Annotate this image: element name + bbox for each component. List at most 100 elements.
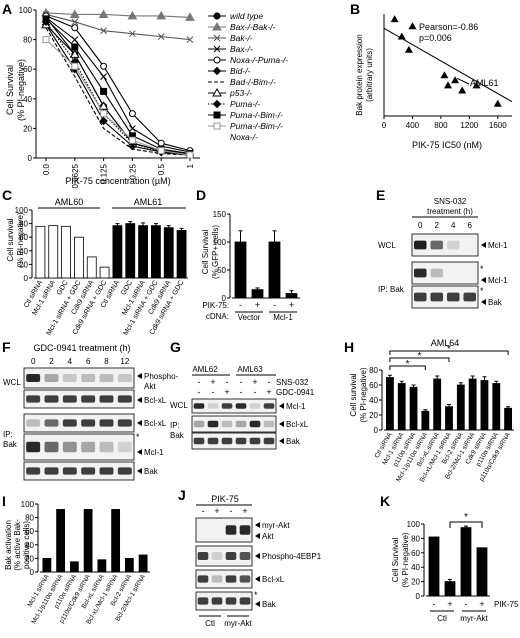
panel-k-sign: + xyxy=(447,599,452,609)
panel-a-marker xyxy=(71,36,79,43)
panel-c-bar xyxy=(176,229,187,279)
panel-a-series-line xyxy=(45,12,191,18)
panel-f-time: 8 xyxy=(104,357,109,366)
panel-g-sign-row1: - xyxy=(198,377,201,387)
panel-a-legend-label: Puma-/-Bim-/- xyxy=(230,110,283,120)
panel-a-xlabel: PIK-75 concentration (µM) xyxy=(65,176,170,186)
panel-f-band xyxy=(62,374,77,382)
panel-g-band xyxy=(193,420,205,428)
panel-f-blot-frame xyxy=(23,389,135,409)
panel-e-arrow-icon xyxy=(481,277,486,283)
panel-f-band xyxy=(117,467,132,475)
panel-h-bar xyxy=(456,384,465,431)
panel-f-star: * xyxy=(136,432,140,442)
panel-f-blot-frame xyxy=(23,413,135,433)
panel-g-band xyxy=(193,403,205,409)
panel-b-point xyxy=(493,99,502,107)
panel-g-band xyxy=(235,420,247,428)
panel-g-band xyxy=(263,437,275,445)
panel-g-blot-frame xyxy=(191,415,277,433)
panel-c-bar xyxy=(138,225,148,279)
panel-f-band xyxy=(44,419,59,427)
panel-f-letter: F xyxy=(2,339,11,355)
panel-i-ylabel2: (% active Bak- xyxy=(13,519,22,571)
panel-f-band xyxy=(62,419,77,427)
panel-a-marker xyxy=(185,12,195,21)
panel-k-y-tick-label: 80 xyxy=(411,534,420,543)
panel-b-xlabel: PIK-75 IC50 (nM) xyxy=(412,140,482,150)
panel-a-plot xyxy=(41,7,195,160)
panel-b-regression-line xyxy=(383,27,513,103)
panel-g-sign-row2: - xyxy=(212,387,215,397)
panel-g-band xyxy=(221,420,233,428)
panel-e-blot-frame xyxy=(411,233,479,257)
panel-a-y-tick-label: 60 xyxy=(23,65,32,74)
panel-a-legend-label: Bid-/- xyxy=(230,66,250,76)
panel-a-marker xyxy=(71,18,79,26)
panel-a-marker xyxy=(42,36,50,44)
panel-h-y-tick-label: 40 xyxy=(369,396,378,405)
panel-h-y-tick-label: 0 xyxy=(374,426,379,435)
panel-c-bar xyxy=(86,256,97,279)
panel-c-y-tick-label: 60 xyxy=(19,233,28,242)
panel-j-blot: - + - +myr-AktAktPhospho-4EBP1Bcl-xL*BakCtl… xyxy=(195,504,322,628)
panel-a-marker xyxy=(71,62,79,70)
panel-d-letter: D xyxy=(196,187,206,203)
panel-g-blot-frame xyxy=(191,398,277,414)
panel-a-y-tick-label: 20 xyxy=(23,124,32,133)
panel-a-y-tick-label: 40 xyxy=(23,95,32,104)
panel-a-series-line xyxy=(45,39,191,156)
panel-b-callout: AML61 xyxy=(470,78,499,88)
panel-i-bar xyxy=(97,559,107,573)
panel-f-band xyxy=(62,467,77,475)
panel-j-band-label: Akt xyxy=(262,532,274,541)
panel-h-sig-star: * xyxy=(447,344,451,355)
panel-a-legend-label: Noxa-/- xyxy=(230,132,258,142)
panel-f-ip2: Bak xyxy=(3,440,18,449)
panel-j-band xyxy=(225,525,237,535)
panel-g-sign-row1: - xyxy=(268,377,271,387)
panel-j-blot-frame xyxy=(195,591,253,611)
panel-f-band-label-2: Akt xyxy=(144,382,156,391)
panel-j-band xyxy=(197,597,209,605)
panel-d-sign: - xyxy=(239,300,242,310)
panel-g-blot-frame xyxy=(191,432,277,450)
panel-e-band-label: Mcl-1 xyxy=(488,241,508,250)
panel-d-sign: + xyxy=(289,300,294,310)
panel-a-marker xyxy=(98,9,109,18)
panel-e-band xyxy=(446,240,460,250)
panel-j-band xyxy=(239,525,251,535)
panel-h-bar xyxy=(480,380,489,431)
panel-f-band xyxy=(26,467,41,475)
panel-g-sign-row1: + xyxy=(210,377,215,387)
panel-d-bar xyxy=(268,241,281,299)
panel-a-marker xyxy=(213,111,221,119)
panel-e-band xyxy=(430,292,444,302)
panel-f: F GDC-0941 treatment (h) 0 2 4 6 8 12 Phospho-… xyxy=(2,339,179,481)
panel-b-x-tick-label: 0 xyxy=(382,121,387,130)
panel-a-marker xyxy=(42,15,50,23)
panel-c-bar xyxy=(125,223,136,279)
panel-i-bar xyxy=(138,554,148,573)
panel-g-band-label: Mcl-1 xyxy=(286,402,306,411)
panel-h-y-tick-label: 20 xyxy=(369,411,378,420)
panel-f-band xyxy=(44,467,59,475)
panel-k-y-tick-label: 40 xyxy=(411,563,420,572)
panel-a-legend-label: Bax-/- xyxy=(230,44,253,54)
panel-g-band xyxy=(263,403,275,409)
panel-d-y-tick-label: 100 xyxy=(213,238,227,247)
panel-f-band xyxy=(44,441,59,453)
panel-c-group1: AML60 xyxy=(55,197,84,207)
panel-f-blot-frame xyxy=(23,367,135,389)
panel-g-sample2: AML63 xyxy=(237,365,263,374)
panel-f-arrow-icon xyxy=(137,397,142,403)
panel-a-marker xyxy=(212,99,222,109)
panel-h-letter: H xyxy=(344,339,354,355)
panel-g-sign-row2: + xyxy=(224,387,229,397)
panel-f-band xyxy=(81,441,96,453)
panel-b-axes: 0 400 800 1200 1600 xyxy=(382,14,512,130)
panel-c-y-tick-label: 100 xyxy=(15,206,29,215)
panel-j-band xyxy=(239,597,251,605)
